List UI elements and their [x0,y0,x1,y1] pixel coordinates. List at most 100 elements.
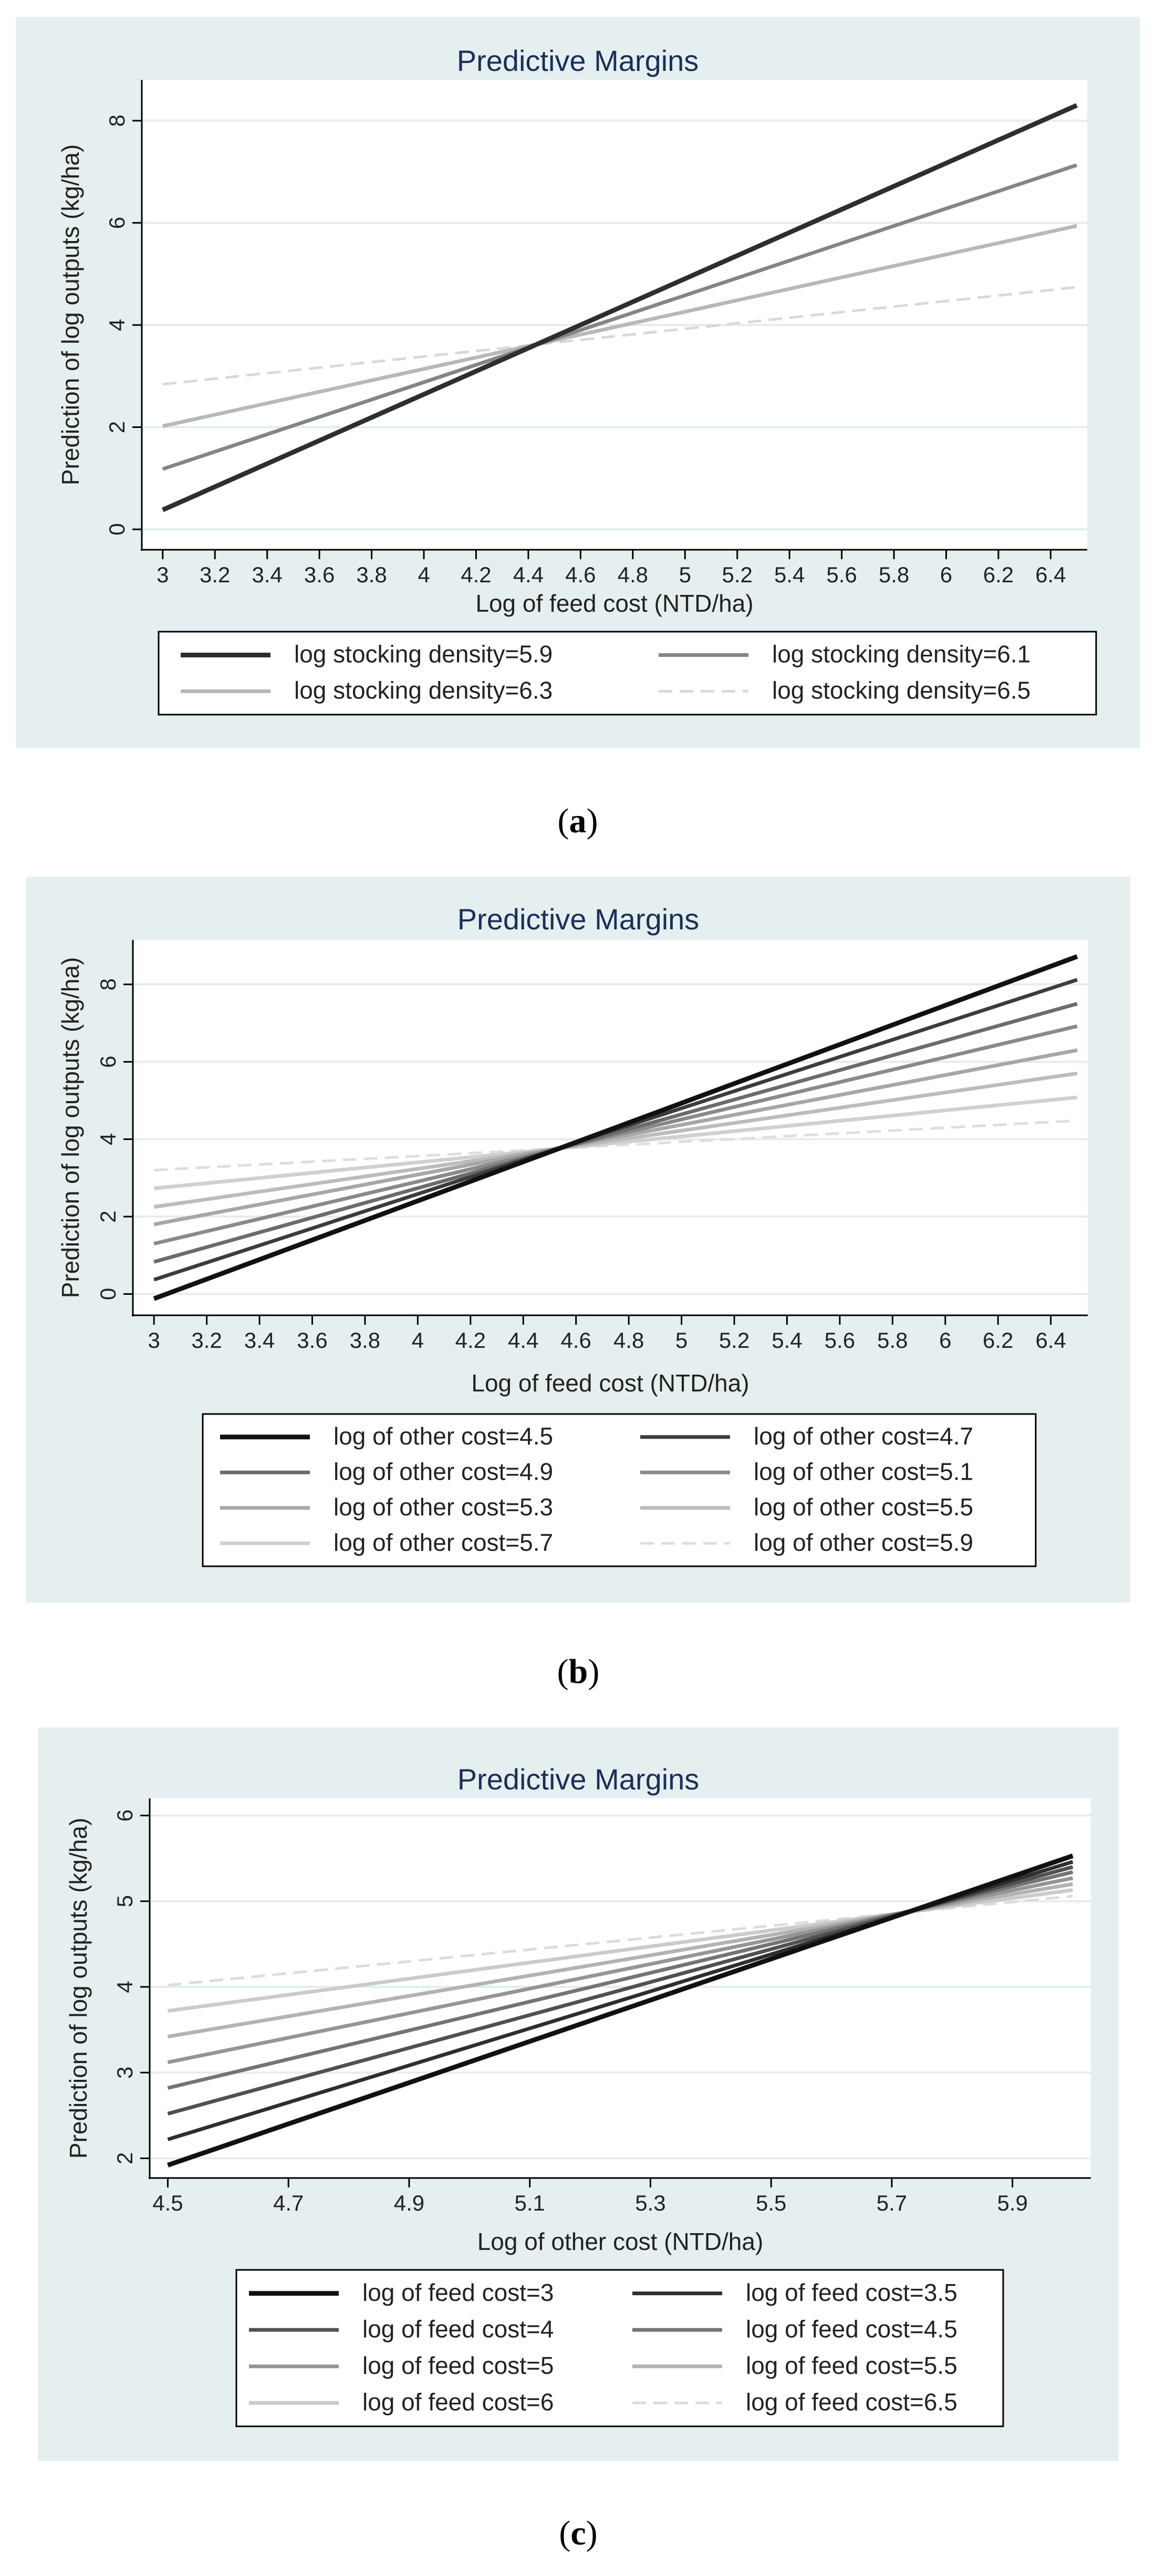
y-tick-label: 8 [96,978,120,990]
legend-box [202,1413,1037,1567]
series-line [153,954,1078,1301]
y-tick-label: 3 [112,2067,137,2079]
figure-caption: (c) [559,2514,597,2552]
legend-label: log of feed cost=3.5 [746,2279,957,2306]
x-tick-label: 6 [940,562,952,587]
y-tick-label: 8 [105,114,129,127]
legend-label: log of feed cost=4.5 [746,2315,957,2342]
x-axis-label: Log of feed cost (NTD/ha) [475,590,753,617]
x-tick-label: 6.2 [983,562,1014,587]
series-line [153,1024,1078,1246]
y-tick-label: 5 [112,1895,137,1907]
x-tick-label: 5 [679,562,691,587]
x-tick-label: 3 [157,562,169,587]
series-line [154,1119,1078,1172]
x-tick-label: 4 [412,1328,424,1353]
x-tick-label: 4.9 [394,2191,424,2215]
x-tick-label: 3.2 [200,562,230,587]
legend-label: log of feed cost=5 [362,2352,554,2379]
series-line [153,1071,1078,1209]
x-tick-label: 4.7 [273,2191,304,2215]
x-tick-label: 5.4 [774,562,805,587]
caption-letter: c [570,2514,586,2552]
legend-label: log of feed cost=6 [362,2388,554,2415]
legend-box [158,631,1097,716]
series-line [153,1002,1078,1264]
series-line [161,103,1078,512]
x-tick-label: 3.6 [297,1328,327,1353]
x-axis-label: Log of feed cost (NTD/ha) [471,1369,749,1397]
x-tick-label: 5.8 [877,1328,908,1353]
y-tick-label: 6 [112,1809,137,1821]
y-tick-label: 0 [96,1288,120,1300]
series-line [167,1854,1074,2167]
x-tick-label: 4.2 [455,1328,486,1353]
x-tick-label: 4.2 [461,562,491,587]
x-tick-label: 4.8 [618,562,648,587]
legend-label: log of other cost=5.3 [334,1493,553,1521]
series-line [162,286,1077,386]
x-tick-label: 5.1 [514,2191,545,2215]
x-tick-label: 3.4 [252,562,282,587]
x-tick-label: 4 [418,562,430,587]
x-tick-label: 4.5 [152,2191,183,2215]
x-tick-label: 6.4 [1035,1328,1066,1353]
plot-area [142,80,1087,550]
x-tick-label: 5.5 [756,2191,786,2215]
y-tick-label: 0 [105,523,129,535]
y-axis-label: Prediction of log outputs (kg/ha) [57,957,84,1298]
chart-panel-a: Predictive Margins 3 3.2 3.4 3.6 3.8 4 4.2 4.4 4.… [16,17,1140,840]
legend-label: log of other cost=5.1 [754,1458,973,1485]
legend-label: log of feed cost=4 [362,2315,554,2342]
legend-label: log stocking density=5.9 [294,641,553,668]
y-axis-label: Prediction of log outputs (kg/ha) [65,1818,92,2159]
x-tick-label: 4.6 [565,562,596,587]
legend-label: log of feed cost=5.5 [746,2352,957,2379]
x-tick-label: 5 [675,1328,688,1353]
y-tick-label: 6 [105,217,129,229]
x-tick-label: 3 [148,1328,160,1353]
plot-area [150,1798,1091,2178]
y-tick-label: 2 [105,421,129,433]
y-tick-label: 2 [96,1210,120,1222]
series-line [162,163,1078,471]
legend-label: log of other cost=5.7 [334,1528,553,1556]
x-tick-label: 6.4 [1035,562,1066,587]
legend-label: log of other cost=4.7 [754,1422,973,1450]
series-line [162,224,1077,428]
y-tick-label: 4 [112,1981,137,1993]
figure-caption: (a) [558,802,598,840]
legend-label: log stocking density=6.1 [772,641,1030,668]
caption-letter: b [569,1652,588,1691]
x-tick-label: 4.8 [613,1328,644,1353]
x-tick-label: 5.9 [997,2191,1027,2215]
y-tick-label: 4 [105,319,129,331]
x-tick-label: 4.4 [508,1328,538,1353]
figure-caption: (b) [557,1652,600,1691]
x-tick-label: 4.4 [513,562,544,587]
x-tick-label: 3.4 [244,1328,275,1353]
series-line [153,1048,1078,1227]
x-tick-label: 5.6 [826,562,857,587]
chart-panel-b: Predictive Margins 3 3.2 3.4 3.6 3.8 4 4.2 4.4 4.… [26,877,1130,1691]
x-tick-label: 5.4 [772,1328,802,1353]
x-tick-label: 5.2 [719,1328,749,1353]
legend-label: log of other cost=5.9 [754,1528,973,1556]
x-tick-label: 5.8 [879,562,909,587]
x-tick-label: 4.6 [561,1328,591,1353]
x-tick-label: 3.2 [191,1328,222,1353]
x-tick-label: 3.8 [350,1328,380,1353]
legend-box [235,2269,1004,2427]
x-tick-label: 5.3 [635,2191,665,2215]
chart-title: Predictive Margins [457,1763,700,1796]
x-tick-label: 5.7 [877,2191,907,2215]
chart-title: Predictive Margins [457,903,700,936]
legend-label: log stocking density=6.3 [294,677,553,704]
caption-letter: a [569,802,587,840]
legend-label: log stocking density=6.5 [772,677,1030,704]
legend-label: log of other cost=4.9 [334,1458,553,1485]
x-tick-label: 5.6 [825,1328,855,1353]
y-tick-label: 4 [96,1133,120,1145]
y-tick-label: 2 [112,2152,137,2164]
